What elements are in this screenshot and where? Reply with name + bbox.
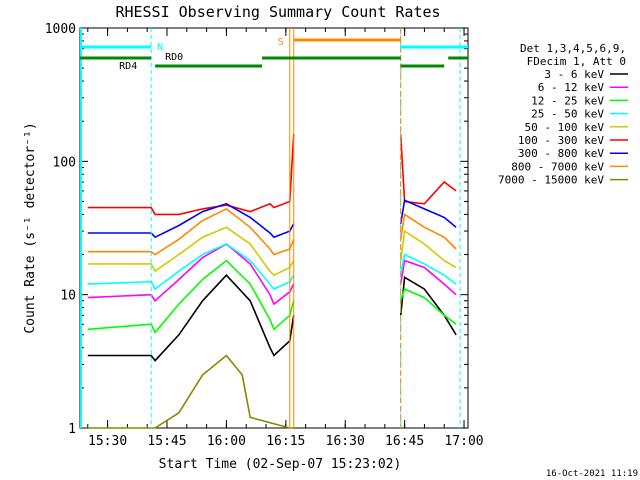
legend-label: 800 - 7000 keV bbox=[511, 160, 604, 173]
legend-label: 3 - 6 keV bbox=[544, 68, 604, 81]
series-line-3 bbox=[87, 243, 457, 291]
legend-label: 25 - 50 keV bbox=[531, 108, 604, 121]
plot-area: 1 10 100 1000 15:30 15:45 16:00 16:15 16:30 16:45… bbox=[45, 22, 484, 449]
chart-title: RHESSI Observing Summary Count Rates bbox=[115, 3, 440, 21]
marker-label-rd0: RD0 bbox=[165, 52, 183, 63]
legend-header-line: FDecim 1, Att 0 bbox=[527, 55, 626, 68]
marker-label-n: N bbox=[157, 42, 163, 53]
legend-label: 300 - 800 keV bbox=[518, 147, 604, 160]
footer-date: 16-Oct-2021 11:19 bbox=[546, 469, 638, 479]
series-line-6 bbox=[87, 199, 457, 239]
series-line-7 bbox=[87, 207, 457, 256]
x-tick-label: 17:00 bbox=[444, 434, 483, 449]
y-axis-label: Count Rate (s⁻¹ detector⁻¹) bbox=[23, 122, 38, 333]
x-tick-label: 15:30 bbox=[88, 434, 127, 449]
y-tick-label: 1000 bbox=[45, 22, 76, 37]
legend-label: 6 - 12 keV bbox=[538, 81, 605, 94]
x-tick-label: 15:45 bbox=[147, 434, 186, 449]
series-line-0 bbox=[87, 274, 457, 362]
series-line-8 bbox=[87, 354, 294, 429]
y-tick-label: 10 bbox=[60, 289, 76, 304]
x-tick-label: 16:45 bbox=[385, 434, 424, 449]
legend-label: 50 - 100 keV bbox=[525, 121, 605, 134]
x-axis-label: Start Time (02-Sep-07 15:23:02) bbox=[159, 457, 402, 472]
legend-label: 7000 - 15000 keV bbox=[498, 174, 604, 187]
series-line-2 bbox=[87, 259, 457, 334]
legend-header-line: Det 1,3,4,5,6,9, bbox=[520, 42, 626, 55]
plot-frame bbox=[79, 27, 469, 429]
x-tick-label: 16:15 bbox=[266, 434, 305, 449]
x-tick-label: 16:30 bbox=[326, 434, 365, 449]
x-tick-label: 16:00 bbox=[207, 434, 246, 449]
marker-label-rd4: RD4 bbox=[119, 61, 137, 72]
marker-label-s: S bbox=[278, 37, 284, 48]
legend: Det 1,3,4,5,6,9,FDecim 1, Att 03 - 6 keV… bbox=[498, 42, 628, 187]
legend-label: 100 - 300 keV bbox=[518, 134, 604, 147]
y-tick-label: 1 bbox=[68, 422, 76, 437]
legend-label: 12 - 25 keV bbox=[531, 94, 604, 107]
series-line-4 bbox=[87, 226, 457, 277]
series-line-5 bbox=[87, 134, 457, 216]
y-tick-label: 100 bbox=[53, 155, 76, 170]
